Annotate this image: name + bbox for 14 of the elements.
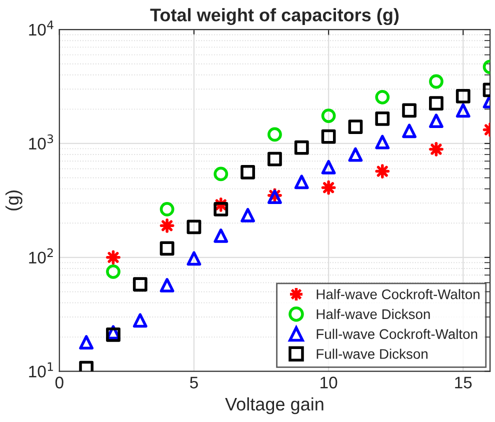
y-tick-label: 10$^{4}$ — [29, 20, 54, 36]
x-tick-label: 0 — [55, 376, 64, 388]
y-tick-label: 10$^{2}$ — [29, 248, 53, 264]
legend-label: Full-wave Cockroft-Walton — [316, 328, 478, 339]
x-tick-label: 10 — [320, 376, 338, 388]
legend-label: Half-wave Dickson — [316, 308, 430, 320]
y-tick-label: 10$^{3}$ — [29, 134, 54, 150]
chart-title: Total weight of capacitors (g) — [150, 8, 399, 26]
y-axis-title: (g) — [5, 190, 22, 210]
x-tick-label: 5 — [190, 376, 198, 388]
x-axis-title: Voltage gain — [225, 397, 324, 414]
y-tick-label: 10$^{1}$ — [29, 362, 53, 378]
legend-label: Full-wave Dickson — [316, 348, 428, 359]
x-tick-label: 15 — [455, 376, 472, 388]
